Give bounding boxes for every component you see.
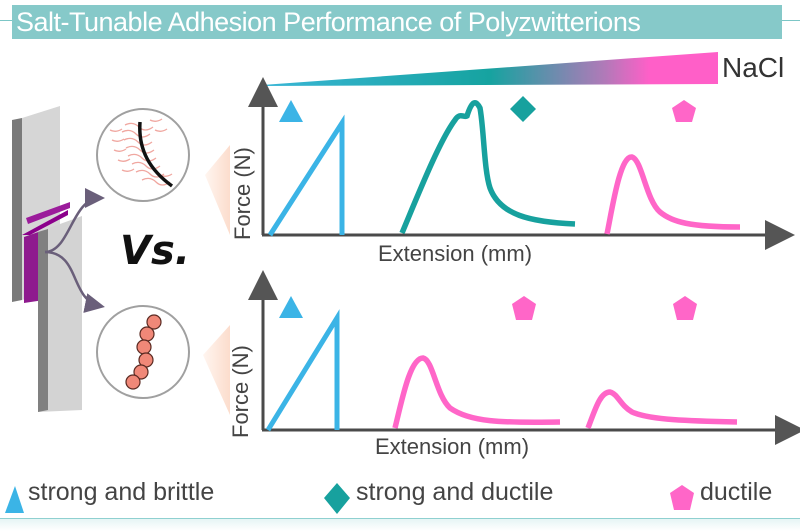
title-banner: Salt-Tunable Adhesion Performance of Pol… xyxy=(12,5,782,39)
bottom-x-axis-label: Extension (mm) xyxy=(375,434,530,459)
legend-label: strong and ductile xyxy=(356,478,554,506)
top-plot xyxy=(248,77,795,250)
bottom-wedge xyxy=(203,325,230,415)
pentagon-icon xyxy=(673,296,697,320)
top-x-axis-label: Extension (mm) xyxy=(378,241,533,266)
lap-joint-illustration xyxy=(12,106,82,412)
brush-polymer-molecule xyxy=(96,108,190,202)
pentagon-icon xyxy=(512,296,536,320)
legend-item-ductile: ductile xyxy=(700,478,772,507)
top-curve-ductile xyxy=(604,154,741,235)
top-curve-strong-ductile xyxy=(399,100,576,235)
nacl-gradient-wedge xyxy=(262,52,718,86)
top-curve-brittle xyxy=(267,114,345,237)
bottom-curve-ductile-1 xyxy=(392,355,561,429)
bottom-plot xyxy=(248,270,800,445)
bottom-y-axis-label: Force (N) xyxy=(228,345,253,438)
legend-label: strong and brittle xyxy=(28,478,215,506)
legend-triangle-icon xyxy=(5,486,24,513)
arrow-to-top-molecule xyxy=(44,188,105,254)
bottom-curve-brittle xyxy=(265,309,340,432)
bottom-curve-ductile-2 xyxy=(585,389,738,429)
triangle-icon xyxy=(279,100,303,122)
vs-label: Vs. xyxy=(120,228,190,274)
legend-label: ductile xyxy=(700,478,773,506)
bead-chain-polymer-molecule xyxy=(96,305,190,399)
bottom-border xyxy=(0,518,800,531)
triangle-icon xyxy=(279,296,303,318)
legend-pentagon-icon xyxy=(670,485,694,510)
legend-item-strong-brittle: strong and brittle xyxy=(28,478,214,507)
nacl-label: NaCl xyxy=(722,52,785,83)
arrow-to-bottom-molecule xyxy=(44,250,105,313)
top-y-axis-label: Force (N) xyxy=(230,147,255,240)
diamond-icon xyxy=(510,96,536,122)
legend-item-strong-ductile: strong and ductile xyxy=(356,478,553,507)
legend: strong and brittle strong and ductile du… xyxy=(0,478,800,522)
legend-diamond-icon xyxy=(324,483,350,514)
top-wedge xyxy=(205,145,230,235)
pentagon-icon xyxy=(672,100,696,122)
